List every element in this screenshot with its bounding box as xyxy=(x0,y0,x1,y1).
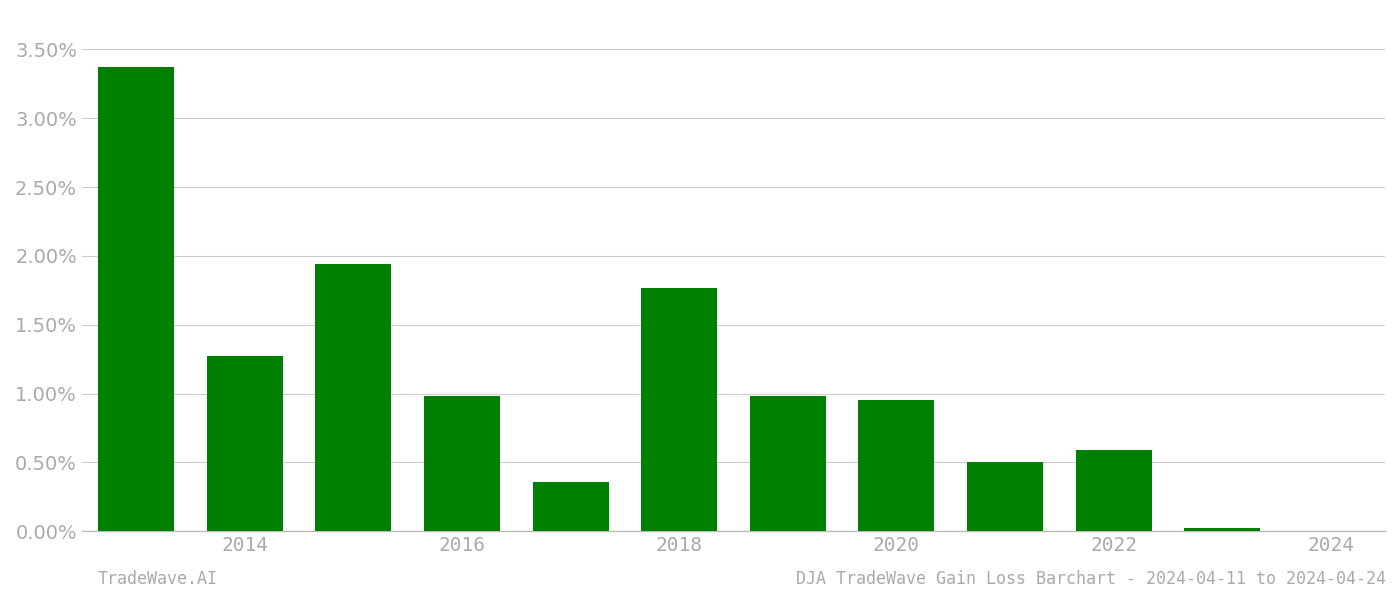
Bar xyxy=(315,264,392,531)
Bar xyxy=(1184,529,1260,531)
Bar xyxy=(98,67,174,531)
Bar xyxy=(207,356,283,531)
Bar xyxy=(750,396,826,531)
Bar xyxy=(858,400,934,531)
Bar xyxy=(424,396,500,531)
Text: DJA TradeWave Gain Loss Barchart - 2024-04-11 to 2024-04-24: DJA TradeWave Gain Loss Barchart - 2024-… xyxy=(797,570,1386,588)
Bar xyxy=(1075,450,1152,531)
Bar xyxy=(532,482,609,531)
Bar xyxy=(967,463,1043,531)
Text: TradeWave.AI: TradeWave.AI xyxy=(98,570,218,588)
Bar xyxy=(641,287,717,531)
